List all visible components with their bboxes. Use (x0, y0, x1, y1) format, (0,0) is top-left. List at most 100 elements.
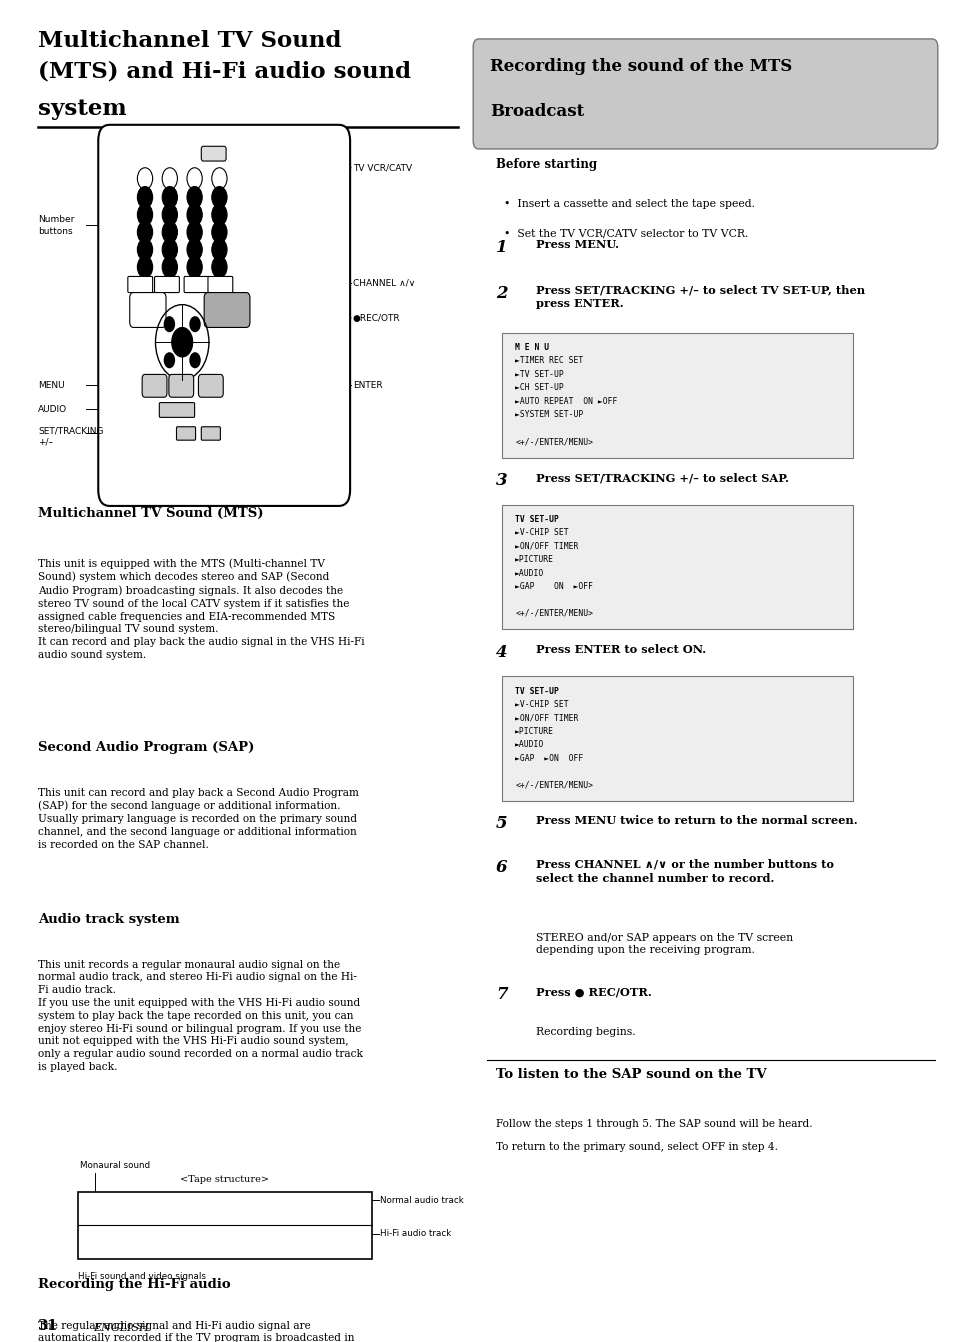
Circle shape (212, 221, 227, 243)
Text: Press ENTER to select ON.: Press ENTER to select ON. (536, 644, 705, 655)
Text: SET/TRACKING
+/–: SET/TRACKING +/– (38, 427, 104, 446)
FancyBboxPatch shape (159, 403, 194, 417)
Text: 31: 31 (38, 1319, 58, 1333)
Text: ENTER: ENTER (353, 381, 382, 389)
FancyBboxPatch shape (130, 293, 166, 327)
FancyBboxPatch shape (128, 276, 152, 293)
Text: (MTS) and Hi-Fi audio sound: (MTS) and Hi-Fi audio sound (38, 60, 411, 82)
Text: Hi-Fi audio track: Hi-Fi audio track (379, 1229, 451, 1239)
Circle shape (164, 352, 175, 368)
Text: STEREO and/or SAP appears on the TV screen
depending upon the receiving program.: STEREO and/or SAP appears on the TV scre… (536, 933, 793, 956)
Text: Second Audio Program (SAP): Second Audio Program (SAP) (38, 741, 254, 754)
Circle shape (187, 204, 202, 225)
Circle shape (137, 204, 152, 225)
Circle shape (212, 187, 227, 208)
Circle shape (187, 256, 202, 278)
Text: 7: 7 (496, 986, 507, 1004)
Text: To listen to the SAP sound on the TV: To listen to the SAP sound on the TV (496, 1068, 766, 1082)
Text: ►GAP  ►ON  OFF: ►GAP ►ON OFF (515, 754, 583, 762)
Text: Hi-Fi sound and video signals: Hi-Fi sound and video signals (78, 1272, 206, 1282)
Text: •  Insert a cassette and select the tape speed.: • Insert a cassette and select the tape … (503, 199, 754, 208)
Text: 3: 3 (496, 472, 507, 490)
FancyBboxPatch shape (208, 276, 233, 293)
Text: MENU: MENU (38, 381, 65, 389)
Text: To return to the primary sound, select OFF in step 4.: To return to the primary sound, select O… (496, 1142, 778, 1151)
FancyBboxPatch shape (501, 505, 852, 629)
Text: ►ON/OFF TIMER: ►ON/OFF TIMER (515, 714, 578, 722)
Text: The regular audio signal and Hi-Fi audio signal are
automatically recorded if th: The regular audio signal and Hi-Fi audio… (38, 1321, 355, 1342)
FancyBboxPatch shape (176, 427, 195, 440)
Circle shape (212, 256, 227, 278)
FancyBboxPatch shape (501, 676, 852, 801)
Circle shape (164, 317, 175, 333)
Circle shape (187, 187, 202, 208)
Circle shape (189, 317, 200, 333)
Circle shape (162, 221, 177, 243)
FancyBboxPatch shape (198, 374, 223, 397)
Text: Recording begins.: Recording begins. (536, 1027, 635, 1036)
Text: ENGLISH: ENGLISH (93, 1323, 150, 1333)
Text: <+/-/ENTER/MENU>: <+/-/ENTER/MENU> (515, 609, 593, 617)
Text: ►AUTO REPEAT  ON ►OFF: ►AUTO REPEAT ON ►OFF (515, 397, 617, 405)
Text: Press MENU twice to return to the normal screen.: Press MENU twice to return to the normal… (536, 815, 857, 825)
Circle shape (212, 239, 227, 260)
Circle shape (187, 221, 202, 243)
Text: TV SET-UP: TV SET-UP (515, 515, 558, 523)
Text: •  Set the TV VCR/CATV selector to TV VCR.: • Set the TV VCR/CATV selector to TV VCR… (503, 228, 747, 238)
Text: Monaural sound: Monaural sound (80, 1161, 151, 1170)
Text: Normal audio track: Normal audio track (379, 1196, 463, 1205)
Circle shape (212, 204, 227, 225)
Text: ►SYSTEM SET-UP: ►SYSTEM SET-UP (515, 411, 583, 419)
Bar (78, 1192, 372, 1259)
Text: Multichannel TV Sound (MTS): Multichannel TV Sound (MTS) (38, 507, 263, 521)
Text: Press MENU.: Press MENU. (536, 239, 618, 250)
Text: AUDIO: AUDIO (38, 405, 68, 413)
Circle shape (162, 187, 177, 208)
Text: 1: 1 (496, 239, 507, 256)
Circle shape (137, 187, 152, 208)
Text: <+/-/ENTER/MENU>: <+/-/ENTER/MENU> (515, 781, 593, 789)
FancyBboxPatch shape (473, 39, 937, 149)
Text: ►PICTURE: ►PICTURE (515, 727, 554, 735)
Text: ►V-CHIP SET: ►V-CHIP SET (515, 701, 568, 709)
Text: 5: 5 (496, 815, 507, 832)
Text: 6: 6 (496, 859, 507, 876)
Text: ►CH SET-UP: ►CH SET-UP (515, 384, 563, 392)
Text: Recording the Hi-Fi audio: Recording the Hi-Fi audio (38, 1278, 231, 1291)
FancyBboxPatch shape (201, 146, 226, 161)
FancyBboxPatch shape (142, 374, 167, 397)
FancyBboxPatch shape (184, 276, 209, 293)
Text: ►TV SET-UP: ►TV SET-UP (515, 370, 563, 378)
Text: TV VCR/CATV: TV VCR/CATV (353, 164, 412, 172)
Text: system: system (38, 98, 127, 119)
Text: Broadcast: Broadcast (490, 103, 584, 121)
Text: CHANNEL ∧/∨: CHANNEL ∧/∨ (353, 279, 415, 287)
Text: Audio track system: Audio track system (38, 913, 179, 926)
Text: <Tape structure>: <Tape structure> (179, 1174, 269, 1184)
Text: ►AUDIO: ►AUDIO (515, 741, 544, 749)
FancyBboxPatch shape (154, 276, 179, 293)
Text: ►V-CHIP SET: ►V-CHIP SET (515, 529, 568, 537)
Circle shape (162, 239, 177, 260)
Text: This unit is equipped with the MTS (Multi-channel TV
Sound) system which decodes: This unit is equipped with the MTS (Mult… (38, 558, 364, 660)
Text: Before starting: Before starting (496, 158, 597, 172)
Text: ►TIMER REC SET: ►TIMER REC SET (515, 357, 583, 365)
Text: Press CHANNEL ∧/∨ or the number buttons to
select the channel number to record.: Press CHANNEL ∧/∨ or the number buttons … (536, 859, 833, 883)
Text: ►PICTURE: ►PICTURE (515, 556, 554, 564)
Text: Press SET/TRACKING +/– to select TV SET-UP, then
press ENTER.: Press SET/TRACKING +/– to select TV SET-… (536, 285, 864, 309)
Circle shape (137, 221, 152, 243)
Text: This unit records a regular monaural audio signal on the
normal audio track, and: This unit records a regular monaural aud… (38, 960, 363, 1072)
Text: ►GAP    ON  ►OFF: ►GAP ON ►OFF (515, 582, 593, 590)
Text: ►AUDIO: ►AUDIO (515, 569, 544, 577)
Circle shape (187, 239, 202, 260)
Circle shape (172, 327, 193, 357)
Text: This unit can record and play back a Second Audio Program
(SAP) for the second l: This unit can record and play back a Sec… (38, 788, 358, 849)
FancyBboxPatch shape (98, 125, 350, 506)
Circle shape (137, 239, 152, 260)
Text: Number
buttons: Number buttons (38, 216, 74, 235)
FancyBboxPatch shape (501, 333, 852, 458)
Text: ●REC/OTR: ●REC/OTR (353, 314, 400, 322)
Text: ►ON/OFF TIMER: ►ON/OFF TIMER (515, 542, 578, 550)
Text: Press ● REC/OTR.: Press ● REC/OTR. (536, 986, 651, 997)
Text: 2: 2 (496, 285, 507, 302)
